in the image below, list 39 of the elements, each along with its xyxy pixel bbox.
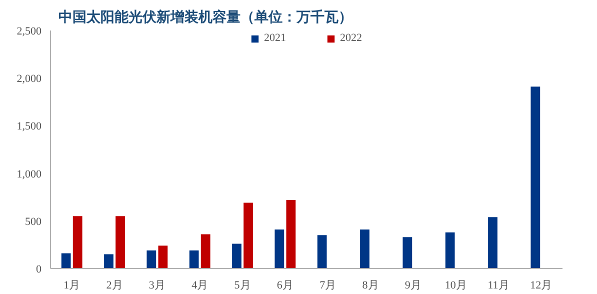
bar bbox=[146, 250, 156, 268]
bar bbox=[274, 229, 284, 268]
bar bbox=[189, 250, 199, 268]
bar bbox=[61, 253, 71, 268]
bar bbox=[116, 216, 125, 268]
x-tick-label: 12月 bbox=[530, 280, 552, 292]
x-tick-label: 5月 bbox=[234, 280, 251, 292]
x-tick-label: 7月 bbox=[320, 280, 336, 292]
bar bbox=[488, 217, 498, 268]
bar bbox=[244, 202, 253, 268]
legend-label: 2022 bbox=[340, 32, 362, 44]
y-tick-label: 2,500 bbox=[16, 26, 42, 38]
x-tick-label: 2月 bbox=[106, 280, 123, 292]
bar bbox=[286, 200, 296, 268]
bar bbox=[232, 244, 242, 268]
bar bbox=[158, 246, 168, 268]
x-tick-label: 8月 bbox=[362, 280, 379, 292]
x-tick-label: 3月 bbox=[148, 280, 166, 292]
x-tick-label: 1月 bbox=[64, 280, 80, 292]
y-tick-label: 500 bbox=[25, 216, 42, 228]
y-tick-label: 1,000 bbox=[16, 168, 42, 180]
bar bbox=[360, 229, 370, 268]
bar bbox=[402, 237, 412, 268]
y-tick-label: 1,500 bbox=[16, 120, 42, 133]
bar bbox=[445, 232, 455, 268]
x-tick-label: 6月 bbox=[276, 280, 294, 292]
bar bbox=[104, 254, 114, 268]
x-tick-label: 10月 bbox=[444, 280, 467, 292]
x-tick-label: 11月 bbox=[488, 280, 510, 292]
bar bbox=[72, 216, 82, 268]
bar bbox=[317, 235, 327, 268]
bar bbox=[200, 234, 210, 268]
chart-title: 中国太阳能光伏新增装机容量（单位：万千瓦） bbox=[58, 8, 352, 26]
x-tick-label: 9月 bbox=[404, 280, 422, 292]
bar bbox=[530, 86, 540, 268]
y-tick-label: 2,000 bbox=[16, 73, 42, 86]
legend-label: 2021 bbox=[264, 32, 286, 44]
y-tick-label: 0 bbox=[36, 264, 42, 276]
x-tick-label: 4月 bbox=[192, 280, 208, 292]
